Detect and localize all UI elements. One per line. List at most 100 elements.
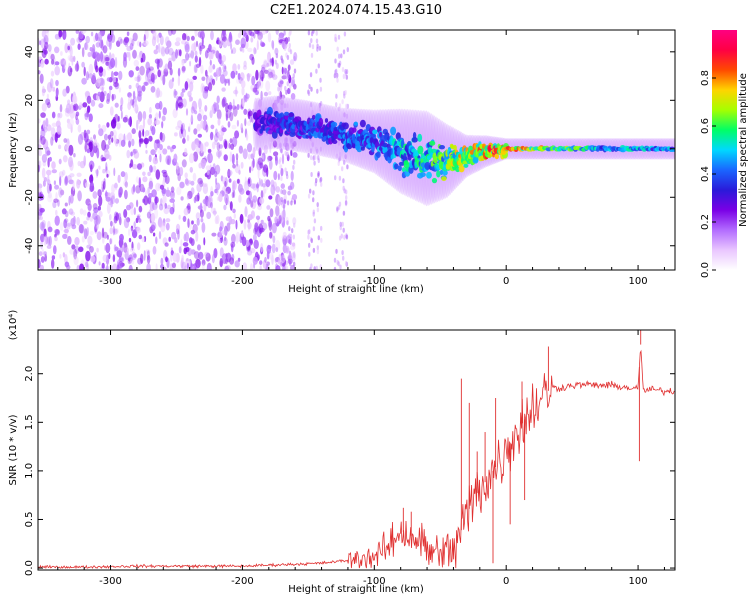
signal-mark [332, 139, 338, 144]
noise-mark [334, 58, 337, 64]
noise-mark [309, 148, 313, 154]
noise-mark [278, 258, 281, 264]
noise-mark [66, 222, 72, 227]
y-tick-label: -20 [24, 189, 35, 205]
noise-mark [310, 38, 313, 44]
noise-mark [259, 227, 265, 233]
noise-mark [81, 235, 85, 243]
noise-mark [175, 100, 179, 111]
x-tick-label: -100 [363, 576, 386, 587]
noise-mark [240, 161, 244, 169]
x-tick-label: 100 [629, 276, 648, 287]
noise-mark [112, 263, 118, 270]
snr-plot-area [38, 330, 675, 570]
noise-mark [219, 53, 222, 60]
noise-mark [78, 30, 84, 40]
noise-mark [81, 61, 85, 68]
noise-mark [236, 119, 239, 127]
noise-mark [138, 234, 143, 240]
signal-mark [420, 172, 426, 178]
noise-mark [154, 196, 159, 204]
noise-mark [337, 140, 341, 146]
snr-y-ticks: 0.0 0.5 1.0 1.5 2.0 [24, 366, 675, 576]
noise-mark [221, 87, 226, 92]
noise-mark [111, 93, 114, 102]
noise-mark [287, 185, 293, 191]
noise-mark [292, 136, 295, 141]
noise-mark [311, 44, 315, 50]
noise-mark [74, 105, 77, 111]
colorbar: 0.0 0.2 0.4 0.6 0.8 Normalized spectral ampl… [700, 30, 749, 278]
spectrogram-y-label: Frequency (Hz) [8, 112, 19, 188]
noise-mark [136, 226, 141, 234]
noise-mark [106, 122, 110, 128]
noise-mark [342, 255, 345, 261]
noise-mark [61, 208, 67, 215]
noise-mark [99, 39, 104, 49]
noise-mark [234, 260, 240, 268]
noise-mark [235, 70, 238, 75]
x-tick-label: -300 [99, 576, 122, 587]
noise-mark [38, 118, 41, 124]
noise-mark [75, 111, 80, 117]
noise-mark [307, 91, 311, 97]
noise-mark [42, 120, 46, 128]
noise-mark [93, 134, 96, 140]
noise-mark [293, 56, 296, 61]
noise-mark [142, 176, 148, 183]
noise-mark [53, 180, 57, 185]
noise-mark [199, 45, 202, 55]
noise-mark [110, 119, 117, 129]
noise-mark [204, 251, 210, 258]
noise-mark [128, 51, 131, 62]
noise-mark [212, 64, 216, 70]
noise-mark [337, 161, 340, 166]
noise-mark [98, 128, 104, 137]
noise-mark [177, 230, 180, 240]
noise-mark [106, 38, 112, 47]
noise-mark [156, 34, 160, 44]
noise-mark [258, 99, 263, 108]
noise-mark [158, 203, 164, 211]
noise-mark [87, 201, 92, 212]
noise-mark [154, 208, 159, 219]
noise-mark [212, 210, 217, 215]
noise-mark [310, 86, 313, 92]
noise-mark [292, 234, 295, 240]
noise-mark [345, 234, 349, 240]
noise-mark [163, 207, 170, 215]
noise-mark [162, 171, 168, 178]
noise-mark [193, 196, 197, 204]
noise-mark [216, 109, 222, 120]
noise-mark [293, 222, 296, 228]
noise-mark [216, 214, 220, 225]
noise-mark [128, 70, 134, 78]
noise-mark [276, 144, 279, 149]
noise-mark [160, 132, 166, 143]
noise-mark [107, 134, 112, 140]
noise-mark [98, 103, 104, 109]
noise-mark [342, 210, 346, 216]
noise-mark [197, 244, 201, 251]
noise-mark [204, 105, 208, 112]
noise-mark [336, 77, 339, 83]
noise-mark [170, 186, 175, 193]
noise-mark [132, 49, 137, 59]
noise-mark [57, 114, 61, 123]
noise-mark [97, 31, 103, 41]
noise-mark [224, 225, 228, 236]
colorbar-gradient [712, 30, 737, 270]
noise-mark [155, 102, 161, 110]
noise-mark [250, 200, 254, 208]
noise-mark [41, 219, 46, 229]
noise-mark [135, 82, 140, 89]
noise-mark [152, 156, 158, 165]
noise-mark [168, 236, 171, 242]
noise-mark [287, 36, 290, 42]
noise-mark [259, 265, 262, 270]
noise-mark [130, 159, 134, 168]
noise-mark [132, 90, 136, 101]
noise-mark [38, 144, 42, 149]
noise-mark [194, 50, 198, 57]
noise-mark [267, 32, 272, 43]
